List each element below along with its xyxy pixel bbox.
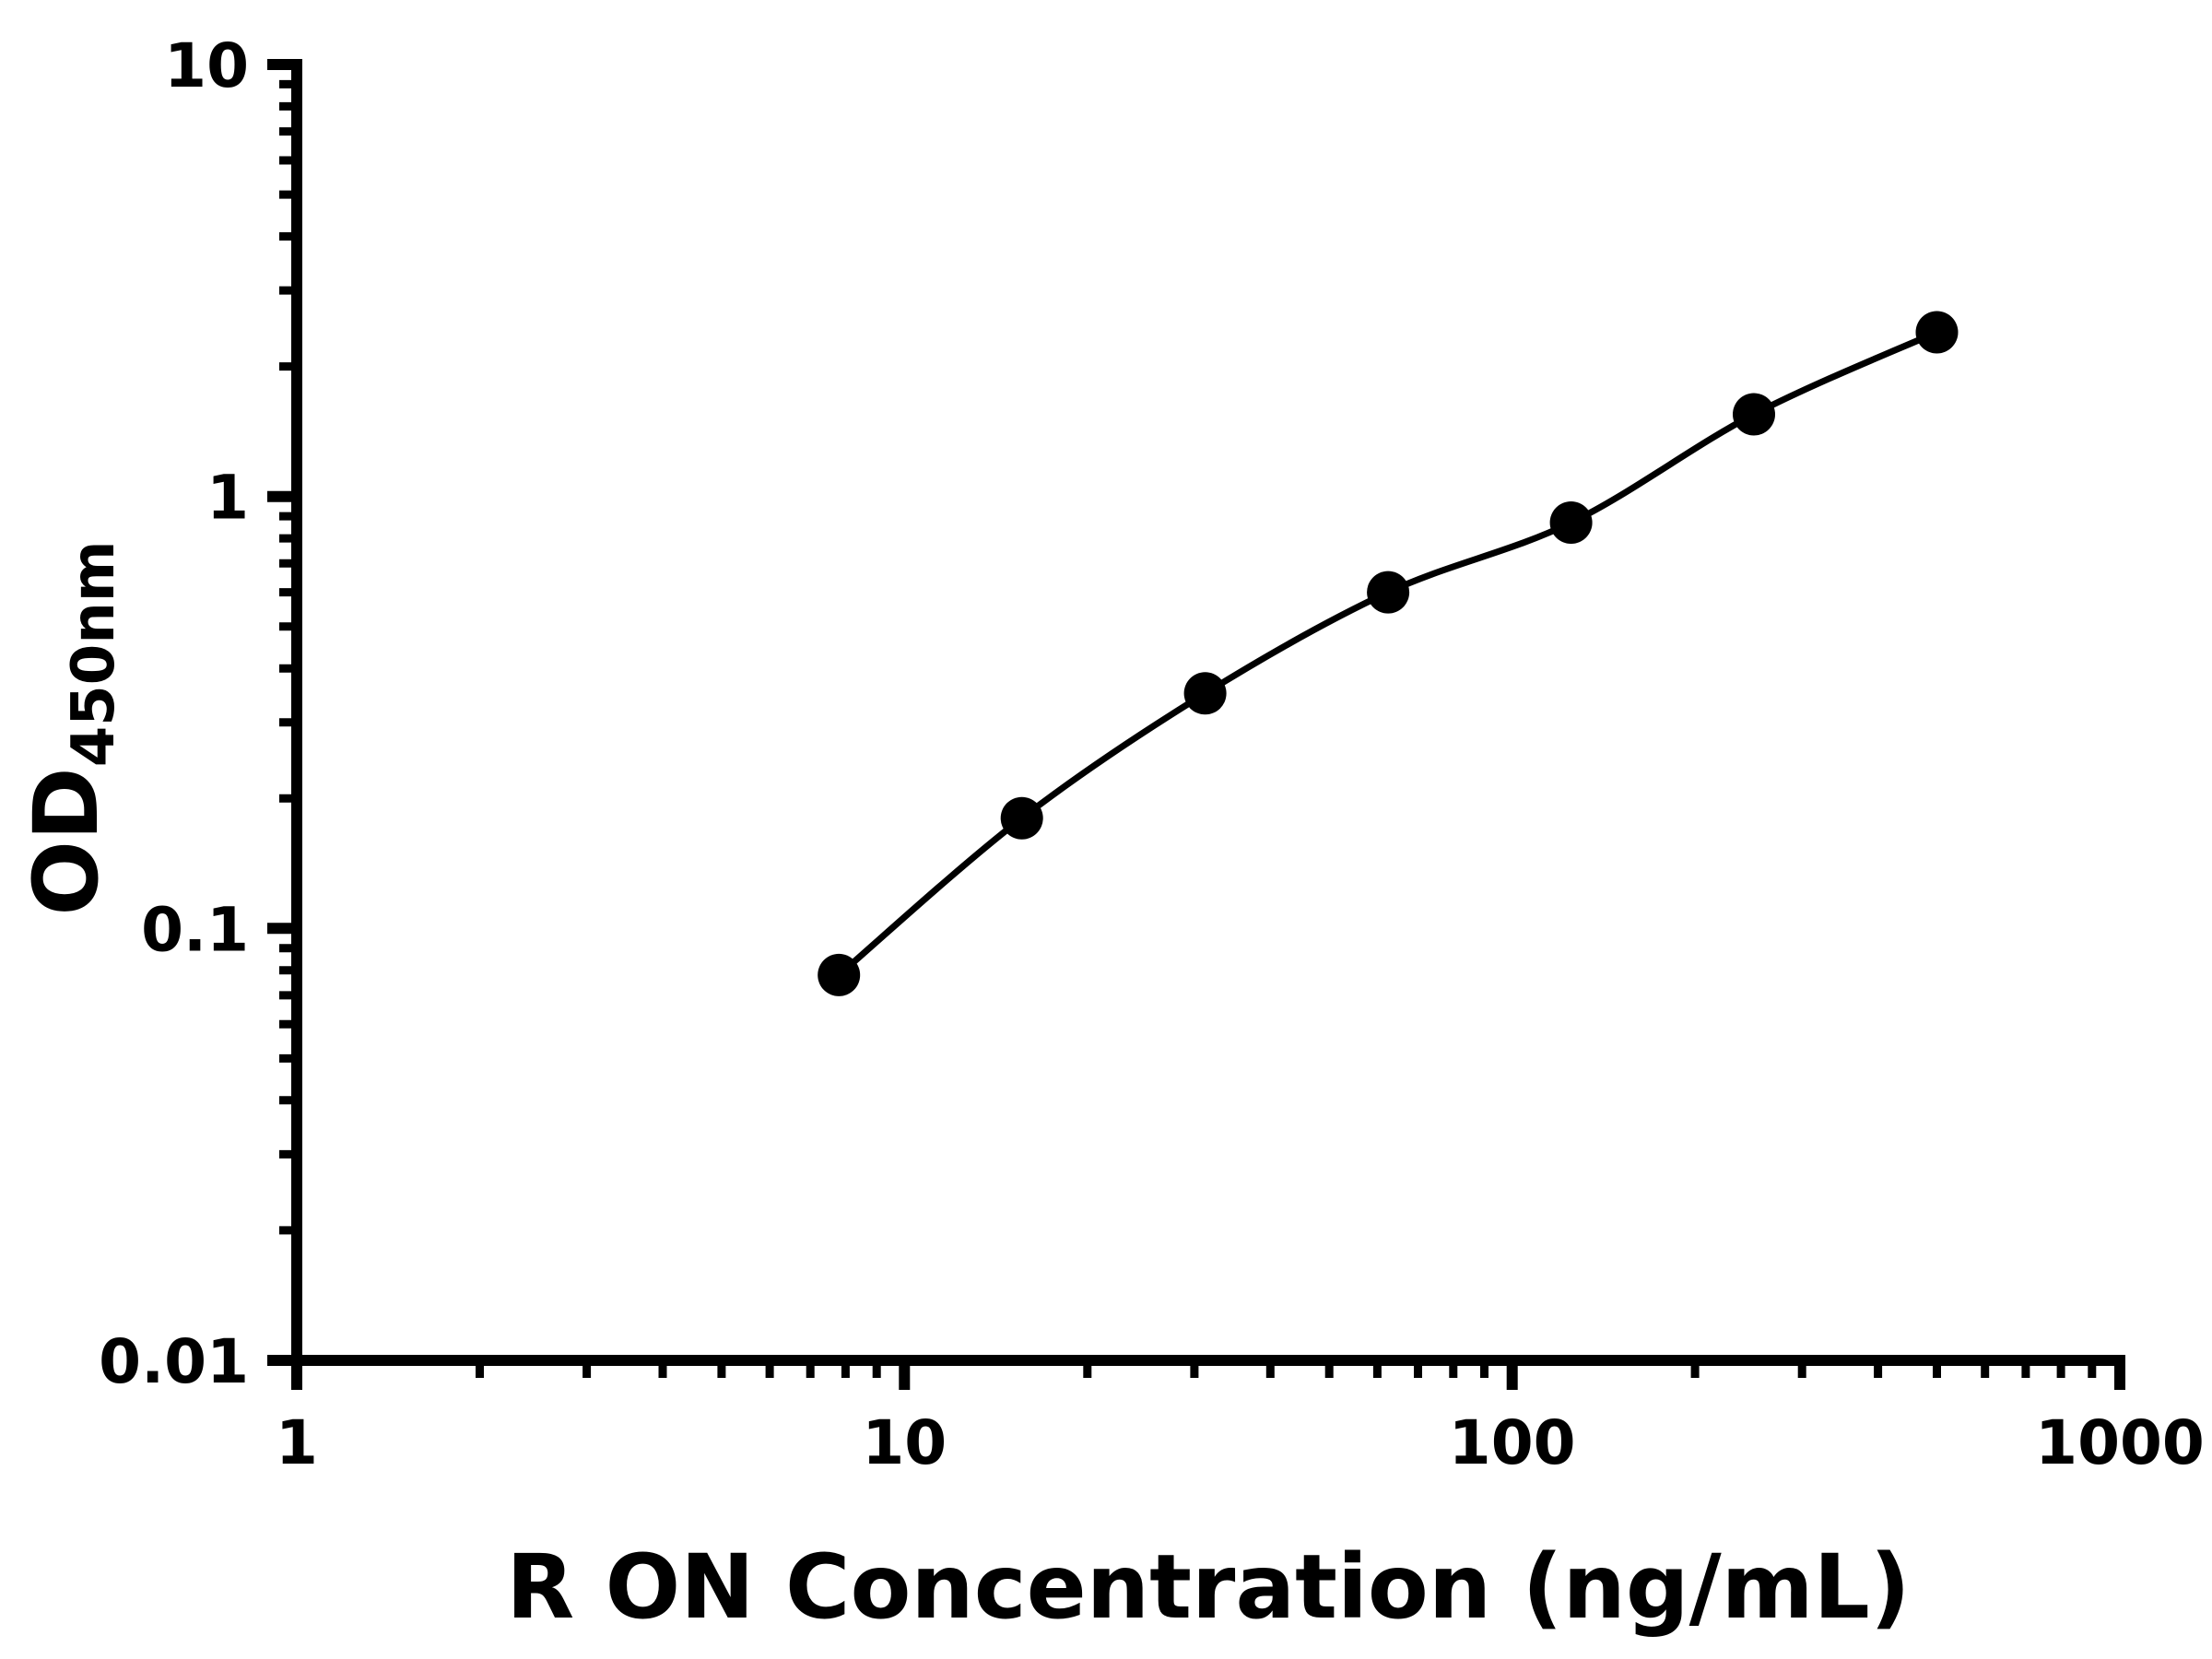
major-ticks — [267, 59, 2125, 1390]
data-point — [1367, 571, 1410, 614]
x-axis-title: R ON Concentration (ng/mL) — [506, 1535, 1910, 1639]
y-tick-label: 0.01 — [99, 1326, 249, 1397]
y-axis-title: OD450nm — [15, 540, 128, 915]
y-axis-title-main: OD — [15, 767, 118, 915]
data-point — [1183, 672, 1227, 715]
curve-line — [836, 329, 1938, 978]
x-tick-label: 1 — [276, 1407, 318, 1478]
data-series — [818, 311, 1959, 996]
data-point — [1733, 393, 1775, 436]
data-point — [1000, 796, 1043, 840]
axis-ticks — [267, 59, 2125, 1390]
y-tick-label: 10 — [164, 30, 249, 101]
tick-labels: 1 10 100 1000 0.01 0.1 1 10 — [99, 30, 2205, 1478]
x-tick-label: 10 — [862, 1407, 947, 1478]
x-tick-label: 1000 — [2035, 1407, 2205, 1478]
y-tick-label: 1 — [206, 463, 249, 534]
data-point — [1549, 501, 1593, 544]
y-axis-title-subscript: 450nm — [60, 540, 128, 767]
x-tick-label: 100 — [1449, 1407, 1576, 1478]
minor-ticks — [279, 79, 2097, 1378]
y-tick-label: 0.1 — [141, 894, 249, 965]
data-point — [1915, 311, 1959, 354]
data-point — [818, 953, 861, 996]
